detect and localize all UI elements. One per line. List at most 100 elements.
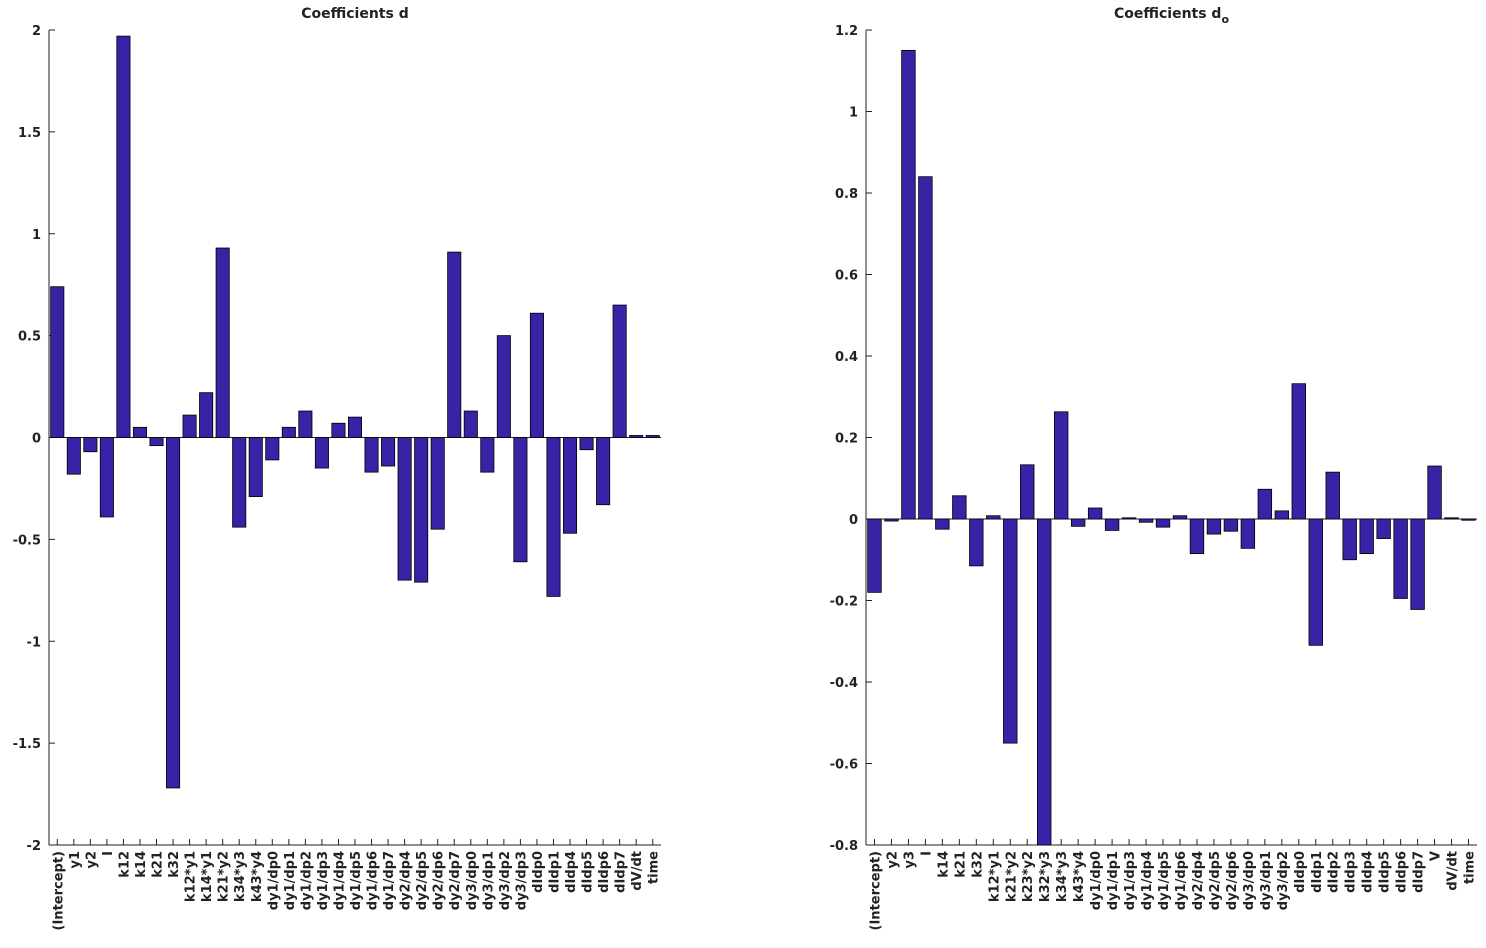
bar [918,176,933,520]
bar [232,437,247,528]
y-tick-label: 2 [32,24,41,39]
x-tick-label: k21 [953,851,968,878]
x-tick-label: (Intercept) [51,851,66,930]
bar [331,422,346,438]
bar [347,416,363,438]
y-tick-label: 1.2 [835,24,858,39]
bar [1037,518,1052,846]
x-tick-label: k34*y3 [233,851,248,902]
bar [132,426,147,438]
bar [447,251,462,438]
x-tick-label: dy2/dp6 [1225,851,1240,910]
x-tick-label: k23*y2 [1021,851,1036,902]
x-tick-label: dy1/dp0 [1089,851,1104,910]
bar [529,312,544,438]
bar [596,437,611,506]
x-tick-label: k12*y1 [987,851,1002,902]
y-tick-label: 0.2 [835,432,858,447]
bar [1121,517,1137,520]
x-tick-label: dy2/dp5 [415,851,430,910]
bar [215,247,230,438]
x-tick-label: dIdp0 [531,851,546,893]
bar [1104,518,1120,531]
bar [66,437,81,475]
x-tick-label: dy1/dp4 [1140,851,1155,910]
bar [1342,518,1357,561]
x-tick-label: k12 [117,851,132,878]
bar [480,437,495,473]
y-tick-label: -0.5 [13,533,41,548]
bar [1206,518,1222,535]
x-tick-label: dy2/dp4 [1191,851,1206,910]
x-tick-label: k43*y4 [250,851,265,902]
x-tick-label: y1 [68,851,83,869]
bar [414,437,429,583]
y-tick-label: 0 [849,513,858,528]
x-tick-label: dy1/dp6 [366,851,381,910]
x-tick-label: dy1/dp5 [349,851,364,910]
x-tick-label: k32*y3 [1038,851,1053,902]
x-tick-label: k21*y2 [217,851,232,902]
x-tick-label: dy1/dp3 [316,851,331,910]
x-tick-label: dy1/dp6 [1174,851,1189,910]
title-text: Coefficients d [301,6,408,22]
y-tick-label: 0.6 [835,269,858,284]
y-tick-label: -0.2 [830,595,858,610]
bar [381,437,396,467]
x-tick-label: dy1/dp3 [1123,851,1138,910]
bar [248,437,263,497]
x-tick-label: dIdp7 [614,851,629,893]
x-tick-label: dy3/dp0 [1242,851,1257,910]
bar [546,437,561,597]
bar [364,437,379,473]
bar [430,437,445,530]
y-tick-label: -0.6 [830,758,858,773]
bar [1308,518,1323,646]
x-tick-label: dy1/dp1 [1106,851,1121,910]
x-tick-label: dy3/dp1 [1259,851,1274,910]
bar [1138,518,1154,523]
bar [182,414,197,438]
x-tick-label: dIdp7 [1412,851,1427,893]
bar [50,286,65,438]
bar [1087,507,1103,520]
bar [969,518,984,567]
y-tick-label: -0.8 [830,839,858,854]
bar [1376,518,1391,539]
bar [1189,518,1205,555]
x-tick-label: dy3/dp1 [481,851,496,910]
bar [496,335,511,438]
x-tick-label: dIdp4 [1361,851,1376,893]
y-tick-label: 0.4 [835,350,858,365]
bar [579,437,594,451]
x-tick-label: dy3/dp0 [465,851,480,910]
bar [1444,517,1459,520]
x-tick-label: k34*y3 [1055,851,1070,902]
x-tick-label: dIdp5 [1378,851,1393,893]
bar [1053,411,1069,520]
y-tick-label: -2 [27,839,41,854]
x-tick-label: k43*y4 [1072,851,1087,902]
bar [645,435,660,438]
bar [1070,518,1086,527]
bar [629,435,644,438]
x-tick-label: k14 [936,851,951,878]
y-tick-label: -1.5 [13,737,41,752]
bar [1020,464,1035,520]
bar [99,437,114,518]
x-tick-label: dy3/dp2 [498,851,513,910]
x-tick-label: dIdp6 [1395,851,1410,893]
bar [397,437,412,581]
bar [1223,518,1239,532]
x-tick-label: k14 [134,851,149,878]
x-tick-label: k12*y1 [184,851,199,902]
x-tick-label: dy1/dp0 [266,851,281,910]
x-tick-label: y2 [885,851,900,869]
x-tick-label: k21 [151,851,166,878]
x-tick-label: dy1/dp5 [1157,851,1172,910]
bar [1461,518,1476,521]
bar [1427,465,1442,520]
bar [1410,518,1425,610]
y-tick-label: 0.5 [18,330,41,345]
